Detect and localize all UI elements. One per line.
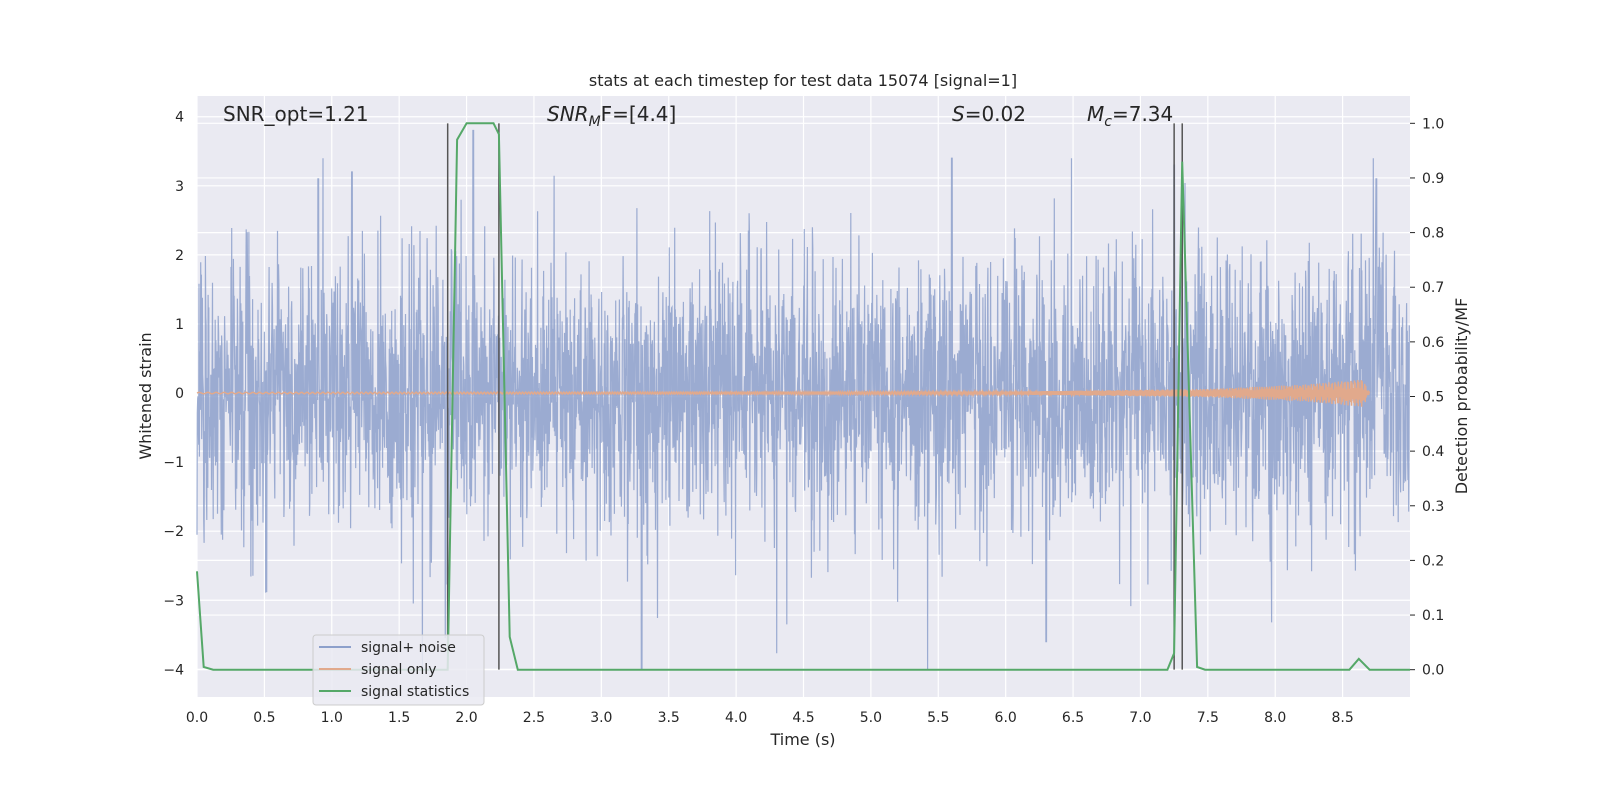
legend-label-signal-noise: signal+ noise (361, 640, 456, 656)
x-tick-label: 8.5 (1331, 710, 1353, 726)
annotation-s: S=0.02 (952, 102, 1026, 126)
y-axis-title: Whitened strain (136, 332, 155, 459)
x-tick-label: 6.0 (995, 710, 1017, 726)
annotation-mc: Mc=7.34 (1087, 102, 1173, 130)
y2-tick-label: 0.7 (1422, 280, 1444, 296)
x-tick-label: 5.5 (927, 710, 949, 726)
x-tick-label: 0.0 (186, 710, 208, 726)
y2-tick-label: 0.9 (1422, 171, 1444, 187)
y-tick-label: 2 (175, 248, 184, 264)
legend-label-signal-statistics: signal statistics (361, 684, 469, 700)
x-tick-label: 3.5 (658, 710, 680, 726)
x-axis-title: Time (s) (769, 730, 835, 749)
annotation-snr-mf-sub: M (589, 114, 601, 130)
y-tick-label: −2 (163, 524, 184, 540)
series-signal-noise (196, 129, 1410, 670)
x-tick-label: 4.5 (792, 710, 814, 726)
y2-tick-label: 0.6 (1422, 335, 1444, 351)
signal-noise-line (196, 129, 1410, 670)
y2-tick-label: 0.3 (1422, 499, 1444, 515)
y2-tick-label: 0.0 (1422, 663, 1444, 679)
annotation-snr-mf: SNRMF=[4.4] (547, 102, 676, 130)
y-tick-label: −4 (163, 662, 184, 678)
y2-tick-label: 0.8 (1422, 226, 1444, 242)
y2-tick-label: 0.2 (1422, 553, 1444, 569)
y-tick-label: 4 (175, 110, 184, 126)
x-tick-label: 7.0 (1129, 710, 1151, 726)
y2-axis-title: Detection probability/MF (1452, 298, 1471, 495)
annotation-mc-main: M (1087, 102, 1104, 126)
x-tick-label: 3.0 (590, 710, 612, 726)
x-tick-label: 8.0 (1264, 710, 1286, 726)
legend-box (312, 634, 485, 706)
x-tick-label: 7.5 (1197, 710, 1219, 726)
y-tick-label: −3 (163, 593, 184, 609)
y2-tick-label: 0.4 (1422, 444, 1444, 460)
annotation-s-italic: S (952, 102, 965, 126)
annotation-s-rest: =0.02 (965, 102, 1026, 126)
x-tick-label: 1.5 (388, 710, 410, 726)
annotation-snr-mf-rest: F=[4.4] (601, 102, 677, 126)
y2-tick-label: 0.5 (1422, 390, 1444, 406)
x-tick-label: 0.5 (253, 710, 275, 726)
annotation-mc-rest: =7.34 (1112, 102, 1173, 126)
y-tick-label: 1 (175, 317, 184, 333)
x-tick-label: 4.0 (725, 710, 747, 726)
annotation-snr-mf-main: SNR (547, 102, 589, 126)
legend-label-signal-only: signal only (361, 662, 436, 678)
y2-tick-label: 1.0 (1422, 116, 1444, 132)
x-tick-label: 2.0 (455, 710, 477, 726)
x-tick-label: 6.5 (1062, 710, 1084, 726)
annotation-mc-sub: c (1104, 114, 1112, 130)
x-tick-label: 1.0 (321, 710, 343, 726)
x-tick-label: 2.5 (523, 710, 545, 726)
legend: signal+ noise signal only signal statist… (312, 634, 485, 706)
y2-tick-label: 0.1 (1422, 608, 1444, 624)
annotation-snr-opt: SNR_opt=1.21 (223, 102, 369, 126)
vertical-markers (446, 123, 1183, 670)
y-tick-label: 3 (175, 179, 184, 195)
y-tick-label: 0 (175, 386, 184, 402)
chart-title: stats at each timestep for test data 150… (589, 71, 1017, 90)
tick-labels: 0.0 0.5 1.0 1.5 2.0 2.5 3.0 3.5 4.0 4.5 5.0 5.5 6.0 6… (163, 110, 1444, 726)
y-tick-label: −1 (163, 455, 184, 471)
x-tick-label: 5.0 (860, 710, 882, 726)
